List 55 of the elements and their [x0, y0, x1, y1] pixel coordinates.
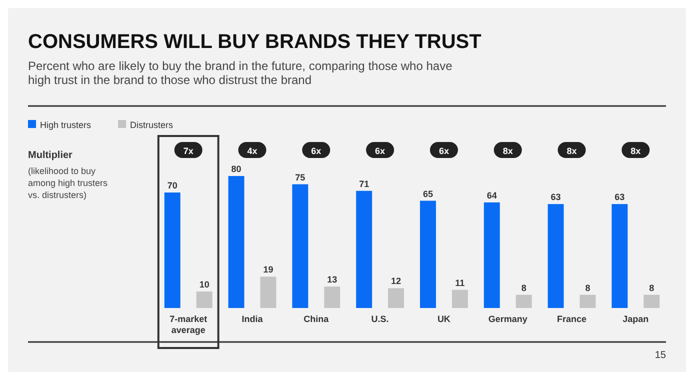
- bar: [388, 288, 404, 308]
- bar: [356, 190, 372, 308]
- x-tick-label: 7-market average: [170, 314, 208, 335]
- bar: [644, 294, 660, 308]
- data-label: 63: [614, 192, 625, 202]
- data-label: 70: [167, 180, 178, 190]
- x-tick-label: U.S.: [371, 314, 389, 324]
- text: Multiplier: [28, 150, 73, 161]
- data-label: 8: [585, 282, 590, 293]
- data-label: 8: [521, 282, 526, 293]
- data-label: 64: [486, 190, 497, 200]
- data-label: 19: [263, 264, 274, 275]
- bar: [324, 286, 340, 308]
- data-label: 12: [391, 276, 402, 286]
- text: 6x: [311, 146, 322, 156]
- chart-subtitle: Percent who are likely to buy the brand in the future, comparing those who have high trust in the brand to those who distrust the brand: [28, 59, 453, 87]
- text: 7x: [183, 146, 194, 156]
- bar: [612, 204, 628, 308]
- text: 8x: [502, 146, 513, 156]
- data-label: 63: [550, 192, 561, 202]
- bar: [260, 276, 276, 308]
- bar: [228, 176, 244, 308]
- x-tick-label: Japan: [622, 314, 649, 324]
- text: 6x: [375, 146, 386, 156]
- text: 8x: [566, 146, 577, 156]
- data-label: 65: [422, 188, 433, 199]
- bar: [580, 294, 596, 308]
- bar: [516, 294, 532, 308]
- data-label: 75: [295, 172, 306, 182]
- bar: [548, 204, 564, 308]
- x-tick-label: India: [242, 314, 264, 324]
- x-tick-label: Germany: [488, 314, 528, 324]
- bar: [164, 192, 180, 308]
- data-label: 11: [455, 278, 465, 288]
- legend-label: High trusters: [40, 120, 92, 130]
- bar: [292, 184, 308, 308]
- text: (likelihood to buy among high trusters vs. distrusters): [28, 166, 108, 200]
- legend-label: Distrusters: [130, 120, 174, 130]
- data-label: 10: [199, 280, 210, 290]
- text: 15: [654, 350, 666, 361]
- x-tick-label: France: [556, 314, 587, 324]
- bar: [196, 292, 212, 308]
- data-label: 71: [359, 178, 370, 189]
- data-label: 80: [231, 164, 242, 174]
- chart-title: CONSUMERS WILL BUY BRANDS THEY TRUST: [28, 31, 482, 53]
- bar: [420, 200, 436, 308]
- text: 8x: [630, 146, 641, 156]
- bar: [484, 202, 500, 308]
- text: 4x: [247, 146, 258, 156]
- data-label: 13: [327, 274, 338, 285]
- data-label: 8: [649, 282, 654, 293]
- x-tick-label: China: [304, 314, 330, 324]
- bar: [452, 290, 468, 308]
- text: 6x: [438, 146, 449, 156]
- x-tick-label: UK: [437, 314, 451, 324]
